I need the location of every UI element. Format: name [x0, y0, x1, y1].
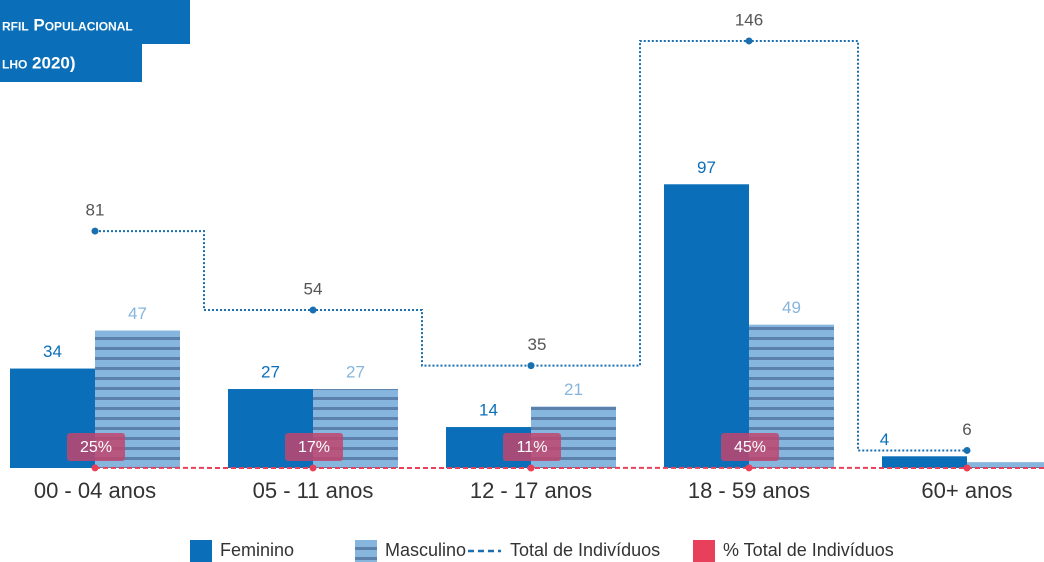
bar-value-label: 14	[479, 401, 498, 420]
bar-value-label: 47	[128, 304, 147, 323]
bar-value-label: 21	[564, 380, 583, 399]
percent-label: 25%	[80, 439, 112, 456]
legend-label: % Total de Indivíduos	[723, 540, 894, 560]
bar-value-label: 27	[261, 363, 280, 382]
bar-value-label: 49	[782, 298, 801, 317]
total-line	[95, 39, 967, 452]
title-box	[0, 44, 142, 82]
bar	[664, 184, 749, 468]
percent-point	[309, 464, 317, 472]
percent-point	[527, 464, 535, 472]
total-value-label: 6	[962, 420, 971, 439]
x-tick-label: 18 - 59 anos	[688, 478, 810, 503]
percent-label: 45%	[734, 439, 766, 456]
title-box	[0, 0, 190, 44]
percent-label-box	[721, 433, 779, 461]
total-point	[309, 306, 317, 314]
total-value-label: 146	[735, 10, 763, 29]
x-tick-label: 60+ anos	[921, 478, 1012, 503]
percent-label-box	[67, 433, 125, 461]
legend-label: Feminino	[220, 540, 294, 560]
bar-value-label: 27	[346, 363, 365, 382]
legend-label: Total de Indivíduos	[510, 540, 660, 560]
x-tick-label: 00 - 04 anos	[34, 478, 156, 503]
x-tick-label: 12 - 17 anos	[470, 478, 592, 503]
percent-label: 11%	[517, 439, 548, 456]
legend-swatch	[190, 540, 212, 562]
bar-value-label: 4	[880, 430, 889, 449]
percent-label-box	[503, 433, 561, 461]
total-point	[91, 227, 99, 235]
total-value-label: 81	[86, 201, 105, 220]
x-tick-label: 05 - 11 anos	[253, 478, 374, 503]
chart-title: rfil Populacional	[2, 15, 133, 34]
bar	[882, 456, 967, 468]
bar-value-label: 34	[43, 342, 62, 361]
legend-swatch	[693, 540, 715, 562]
total-point	[527, 362, 535, 370]
total-value-label: 35	[528, 335, 547, 354]
total-point	[963, 446, 971, 454]
percent-label: 17%	[298, 439, 330, 456]
percent-point	[745, 464, 753, 472]
total-value-label: 54	[304, 280, 323, 299]
percent-label-box	[285, 433, 343, 461]
chart-title: lho 2020)	[2, 53, 76, 72]
percent-point	[91, 464, 99, 472]
legend-swatch	[355, 540, 377, 562]
legend-label: Masculino	[385, 540, 466, 560]
bar	[967, 462, 1044, 468]
percent-point	[963, 464, 971, 472]
total-point	[745, 37, 753, 45]
bar-value-label: 97	[697, 158, 716, 177]
